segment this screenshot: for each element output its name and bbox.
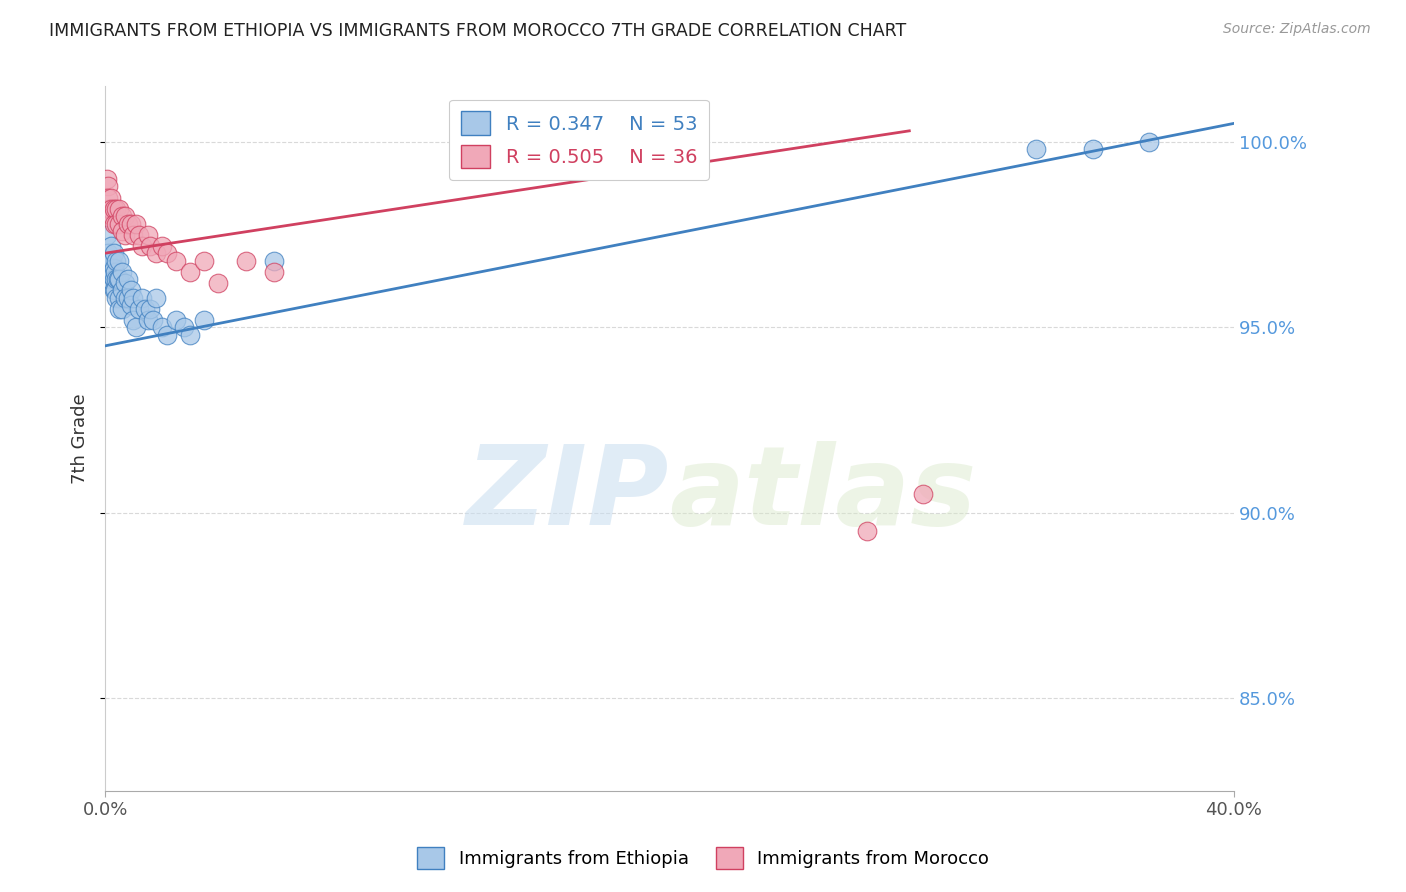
Point	[263, 253, 285, 268]
Point	[107, 272, 129, 286]
Legend: Immigrants from Ethiopia, Immigrants from Morocco: Immigrants from Ethiopia, Immigrants fro…	[408, 838, 998, 879]
Point	[105, 202, 128, 216]
Point	[101, 265, 124, 279]
Point	[97, 179, 120, 194]
Point	[165, 253, 187, 268]
Point	[98, 265, 121, 279]
Point	[100, 253, 122, 268]
Point	[104, 283, 127, 297]
Point	[1081, 142, 1104, 156]
Point	[117, 217, 139, 231]
Point	[98, 202, 121, 216]
Point	[100, 268, 122, 283]
Point	[207, 276, 229, 290]
Point	[111, 283, 134, 297]
Point	[117, 272, 139, 286]
Y-axis label: 7th Grade: 7th Grade	[72, 393, 89, 483]
Point	[101, 209, 124, 223]
Point	[856, 524, 879, 538]
Point	[108, 217, 131, 231]
Point	[263, 265, 285, 279]
Text: Source: ZipAtlas.com: Source: ZipAtlas.com	[1223, 22, 1371, 37]
Point	[98, 272, 121, 286]
Point	[136, 313, 159, 327]
Point	[145, 246, 167, 260]
Point	[108, 301, 131, 316]
Point	[156, 327, 179, 342]
Point	[193, 313, 215, 327]
Point	[97, 246, 120, 260]
Point	[96, 172, 118, 186]
Point	[105, 253, 128, 268]
Point	[134, 301, 156, 316]
Point	[103, 202, 125, 216]
Point	[108, 202, 131, 216]
Point	[150, 238, 173, 252]
Text: atlas: atlas	[669, 442, 977, 549]
Text: ZIP: ZIP	[465, 442, 669, 549]
Point	[103, 217, 125, 231]
Point	[108, 253, 131, 268]
Point	[117, 291, 139, 305]
Point	[156, 246, 179, 260]
Point	[114, 276, 136, 290]
Point	[125, 217, 148, 231]
Point	[120, 283, 142, 297]
Point	[111, 224, 134, 238]
Point	[122, 227, 145, 242]
Point	[120, 298, 142, 312]
Point	[128, 301, 150, 316]
Point	[97, 190, 120, 204]
Point	[111, 209, 134, 223]
Point	[100, 190, 122, 204]
Point	[150, 320, 173, 334]
Point	[103, 260, 125, 275]
Point	[122, 313, 145, 327]
Point	[131, 291, 153, 305]
Point	[139, 238, 162, 252]
Point	[103, 283, 125, 297]
Point	[114, 227, 136, 242]
Point	[97, 253, 120, 268]
Point	[114, 209, 136, 223]
Point	[101, 253, 124, 268]
Point	[122, 291, 145, 305]
Point	[108, 291, 131, 305]
Point	[193, 253, 215, 268]
Point	[179, 327, 201, 342]
Point	[96, 227, 118, 242]
Point	[165, 313, 187, 327]
Point	[103, 246, 125, 260]
Point	[100, 238, 122, 252]
Point	[131, 238, 153, 252]
Point	[104, 265, 127, 279]
Point	[145, 291, 167, 305]
Point	[111, 301, 134, 316]
Point	[139, 301, 162, 316]
Point	[105, 272, 128, 286]
Point	[114, 291, 136, 305]
Point	[142, 313, 165, 327]
Point	[105, 291, 128, 305]
Point	[235, 253, 257, 268]
Point	[1137, 135, 1160, 149]
Text: IMMIGRANTS FROM ETHIOPIA VS IMMIGRANTS FROM MOROCCO 7TH GRADE CORRELATION CHART: IMMIGRANTS FROM ETHIOPIA VS IMMIGRANTS F…	[49, 22, 907, 40]
Point	[120, 217, 142, 231]
Point	[912, 487, 935, 501]
Point	[136, 227, 159, 242]
Point	[128, 227, 150, 242]
Point	[108, 272, 131, 286]
Point	[105, 217, 128, 231]
Point	[100, 202, 122, 216]
Legend: R = 0.347    N = 53, R = 0.505    N = 36: R = 0.347 N = 53, R = 0.505 N = 36	[450, 100, 709, 180]
Point	[111, 265, 134, 279]
Point	[179, 265, 201, 279]
Point	[173, 320, 195, 334]
Point	[1025, 142, 1047, 156]
Point	[125, 320, 148, 334]
Point	[103, 272, 125, 286]
